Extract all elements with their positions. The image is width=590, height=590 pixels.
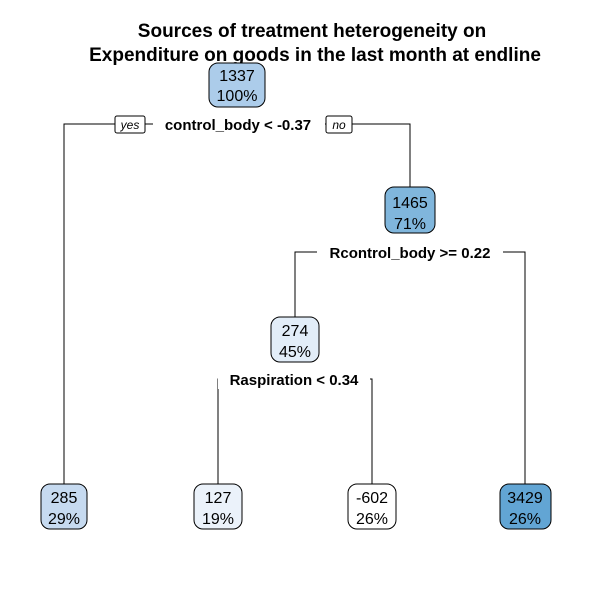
edge-274-right <box>295 378 373 486</box>
chart-title-line-1: Sources of treatment heterogeneity on <box>138 21 486 42</box>
leaf-percent-127: 19% <box>202 511 234 528</box>
node-value-274: 274 <box>282 323 309 340</box>
yes-tag: yes <box>114 115 146 134</box>
leaf-value-minus-602: -602 <box>356 490 388 507</box>
leaf-3429: 3429 26% <box>499 483 552 530</box>
split-label-root: control_body < -0.37 <box>165 117 311 134</box>
node-value-root: 1337 <box>219 68 255 85</box>
node-percent-1465: 71% <box>394 216 426 233</box>
leaf-box-127 <box>193 483 243 530</box>
split-label-1465: Rcontrol_body >= 0.22 <box>330 245 491 262</box>
leaf-percent-285: 29% <box>48 511 80 528</box>
node-box-274 <box>270 316 320 363</box>
split-label-274: Raspiration < 0.34 <box>230 372 359 389</box>
leaf-box-285 <box>40 483 88 530</box>
no-tag: no <box>325 115 353 134</box>
split-274: Raspiration < 0.34 <box>218 369 370 389</box>
node-box-1465 <box>384 186 436 234</box>
chart-title-line-2: Expenditure on goods in the last month a… <box>89 45 541 66</box>
leaf-value-127: 127 <box>205 490 232 507</box>
split-root: control_body < -0.37 <box>153 114 325 134</box>
edge-274-left <box>217 378 295 486</box>
edge-1465-right <box>410 251 526 486</box>
leaf-percent-minus-602: 26% <box>356 511 388 528</box>
node-percent-root: 100% <box>217 88 258 105</box>
leaf-box-3429 <box>499 483 552 530</box>
node-root: 1337 100% <box>208 62 266 108</box>
leaf-percent-3429: 26% <box>509 511 541 528</box>
node-274: 274 45% <box>270 316 320 363</box>
node-box-root <box>208 62 266 108</box>
split-1465: Rcontrol_body >= 0.22 <box>317 242 503 262</box>
leaf-285: 285 29% <box>40 483 88 530</box>
edge-root-left <box>63 123 237 487</box>
leaf-value-3429: 3429 <box>507 490 543 507</box>
yes-label: yes <box>120 118 140 132</box>
no-label: no <box>332 118 346 132</box>
leaf-value-285: 285 <box>51 490 78 507</box>
node-1465: 1465 71% <box>384 186 436 234</box>
node-percent-274: 45% <box>279 344 311 361</box>
node-value-1465: 1465 <box>392 195 428 212</box>
leaf-127: 127 19% <box>193 483 243 530</box>
leaf-minus-602: -602 26% <box>347 483 397 530</box>
leaf-box-minus-602 <box>347 483 397 530</box>
